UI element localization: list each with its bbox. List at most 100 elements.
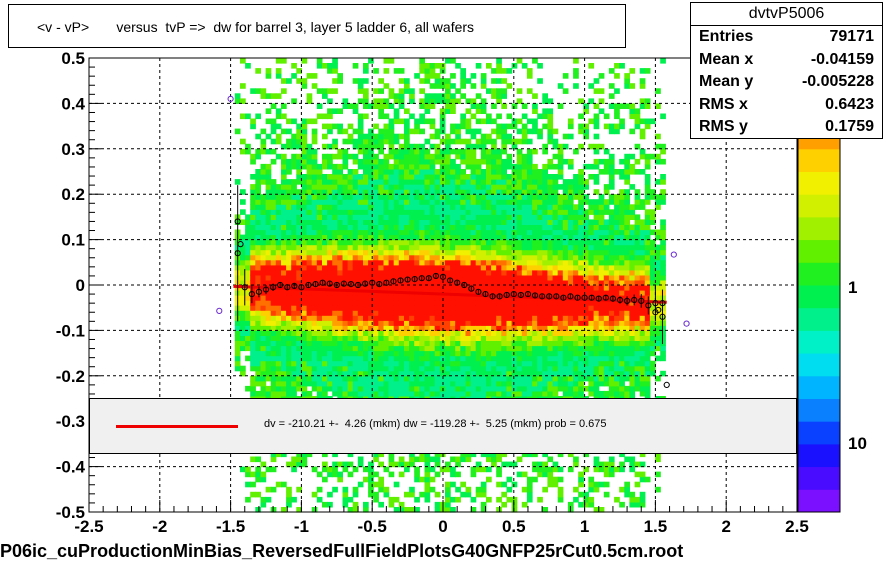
heatmap-cell [378, 78, 384, 84]
heatmap-cell [327, 63, 333, 69]
heatmap-cell [491, 461, 497, 468]
heatmap-cell [486, 269, 492, 276]
heatmap-cell [608, 285, 615, 291]
heatmap-cell [275, 340, 282, 347]
heatmap-cell [332, 214, 338, 220]
heatmap-cell [460, 350, 466, 357]
heatmap-cell [373, 169, 379, 175]
heatmap-cell [311, 189, 318, 195]
heatmap-cell [567, 189, 574, 195]
heatmap-cell [378, 370, 384, 377]
heatmap-cell [434, 73, 441, 79]
heatmap-cell [511, 184, 518, 190]
heatmap-cell [409, 355, 415, 362]
heatmap-cell [363, 133, 369, 140]
heatmap-cell [240, 264, 246, 271]
heatmap-cell [501, 254, 507, 261]
heatmap-cell [255, 184, 261, 190]
heatmap-cell [275, 315, 282, 321]
heatmap-cell [398, 68, 405, 74]
heatmap-cell [460, 269, 466, 276]
heatmap-cell [557, 83, 564, 89]
heatmap-cell [260, 350, 267, 357]
heatmap-cell [578, 315, 584, 321]
heatmap-cell [291, 380, 297, 387]
heatmap-cell [414, 73, 420, 79]
heatmap-cell [368, 163, 374, 170]
heatmap-cell [557, 466, 564, 473]
heatmap-cell [460, 355, 466, 362]
heatmap-cell [347, 305, 354, 311]
heatmap-cell [316, 264, 323, 271]
heatmap-cell [603, 254, 610, 261]
heatmap-cell [265, 249, 272, 256]
heatmap-cell [265, 244, 272, 251]
heatmap-cell [291, 461, 297, 468]
heatmap-cell [316, 214, 323, 220]
heatmap-cell [352, 234, 359, 241]
heatmap-cell [240, 466, 246, 473]
heatmap-cell [388, 179, 395, 185]
heatmap-cell [240, 345, 246, 352]
heatmap-cell [480, 148, 487, 155]
heatmap-cell [404, 330, 410, 336]
heatmap-cell [322, 295, 328, 301]
heatmap-cell [409, 456, 415, 463]
heatmap-cell [501, 345, 507, 352]
heatmap-cell [286, 486, 292, 493]
heatmap-cell [475, 224, 482, 231]
heatmap-cell [342, 305, 349, 311]
heatmap-cell [516, 315, 523, 321]
heatmap-cell [429, 274, 436, 281]
heatmap-cell [562, 184, 569, 190]
heatmap-cell [557, 148, 564, 155]
heatmap-cell [342, 310, 349, 316]
heatmap-cell [352, 501, 359, 508]
heatmap-cell [480, 325, 487, 331]
heatmap-cell [588, 209, 595, 215]
heatmap-cell [296, 375, 302, 382]
heatmap-cell [301, 184, 308, 190]
heatmap-cell [357, 189, 364, 195]
heatmap-cell [240, 98, 246, 104]
heatmap-cell [378, 179, 384, 185]
heatmap-cell [270, 280, 277, 286]
heatmap-cell [567, 224, 574, 231]
heatmap-cell [414, 184, 420, 190]
heatmap-cell [608, 68, 615, 74]
heatmap-cell [480, 491, 487, 498]
heatmap-cell [342, 491, 349, 498]
heatmap-cell [450, 290, 456, 296]
heatmap-cell [270, 194, 277, 200]
heatmap-cell [619, 501, 625, 508]
heatmap-cell [281, 340, 287, 347]
heatmap-cell [296, 486, 302, 493]
heatmap-cell [511, 244, 518, 251]
heatmap-cell [419, 158, 425, 165]
heatmap-cell [398, 325, 405, 331]
heatmap-cell [465, 128, 472, 135]
heatmap-cell [398, 345, 405, 352]
heatmap-cell [357, 380, 364, 387]
heatmap-cell [250, 234, 256, 241]
heatmap-cell [409, 385, 415, 392]
heatmap-cell [465, 234, 472, 241]
heatmap-cell [491, 285, 497, 291]
heatmap-cell [342, 163, 349, 170]
heatmap-cell [598, 300, 605, 306]
heatmap-cell [501, 491, 507, 498]
heatmap-cell [542, 466, 548, 473]
heatmap-cell [526, 68, 533, 74]
heatmap-cell [393, 310, 400, 316]
heatmap-cell [281, 214, 287, 220]
heatmap-cell [286, 244, 292, 251]
heatmap-cell [526, 88, 533, 94]
heatmap-cell [439, 118, 446, 125]
heatmap-cell [486, 63, 492, 69]
colorbar-segment [798, 148, 840, 172]
heatmap-cell [352, 290, 359, 296]
heatmap-cell [281, 355, 287, 362]
heatmap-cell [373, 451, 379, 458]
heatmap-cell [480, 310, 487, 316]
heatmap-cell [470, 234, 477, 241]
